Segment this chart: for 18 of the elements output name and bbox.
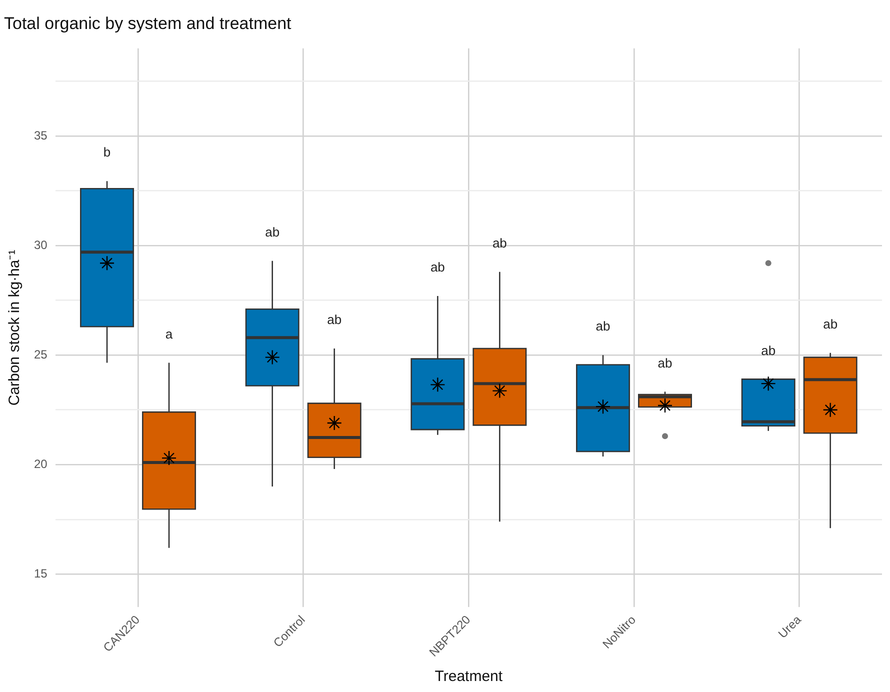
- annotation: ab: [492, 235, 507, 250]
- y-tick-label: 25: [34, 347, 48, 362]
- y-axis-title: Carbon stock in kg·ha⁻¹: [6, 250, 24, 406]
- x-axis-title: Treatment: [434, 668, 504, 686]
- y-tick-label: 15: [34, 566, 48, 580]
- annotation: ab: [327, 312, 342, 328]
- annotation: ab: [430, 260, 445, 275]
- chart-title: Total organic by system and treatment: [4, 14, 292, 33]
- annotation: ab: [596, 318, 610, 334]
- annotation: ab: [761, 342, 776, 358]
- y-tick-label: 35: [34, 128, 48, 142]
- annotation: a: [165, 326, 174, 342]
- y-tick-label: 30: [34, 238, 48, 252]
- annotation: ab: [658, 355, 672, 370]
- annotation: ab: [823, 316, 838, 332]
- y-tick-label: 20: [34, 456, 48, 471]
- annotation: ab: [265, 224, 280, 240]
- annotation: b: [103, 144, 111, 160]
